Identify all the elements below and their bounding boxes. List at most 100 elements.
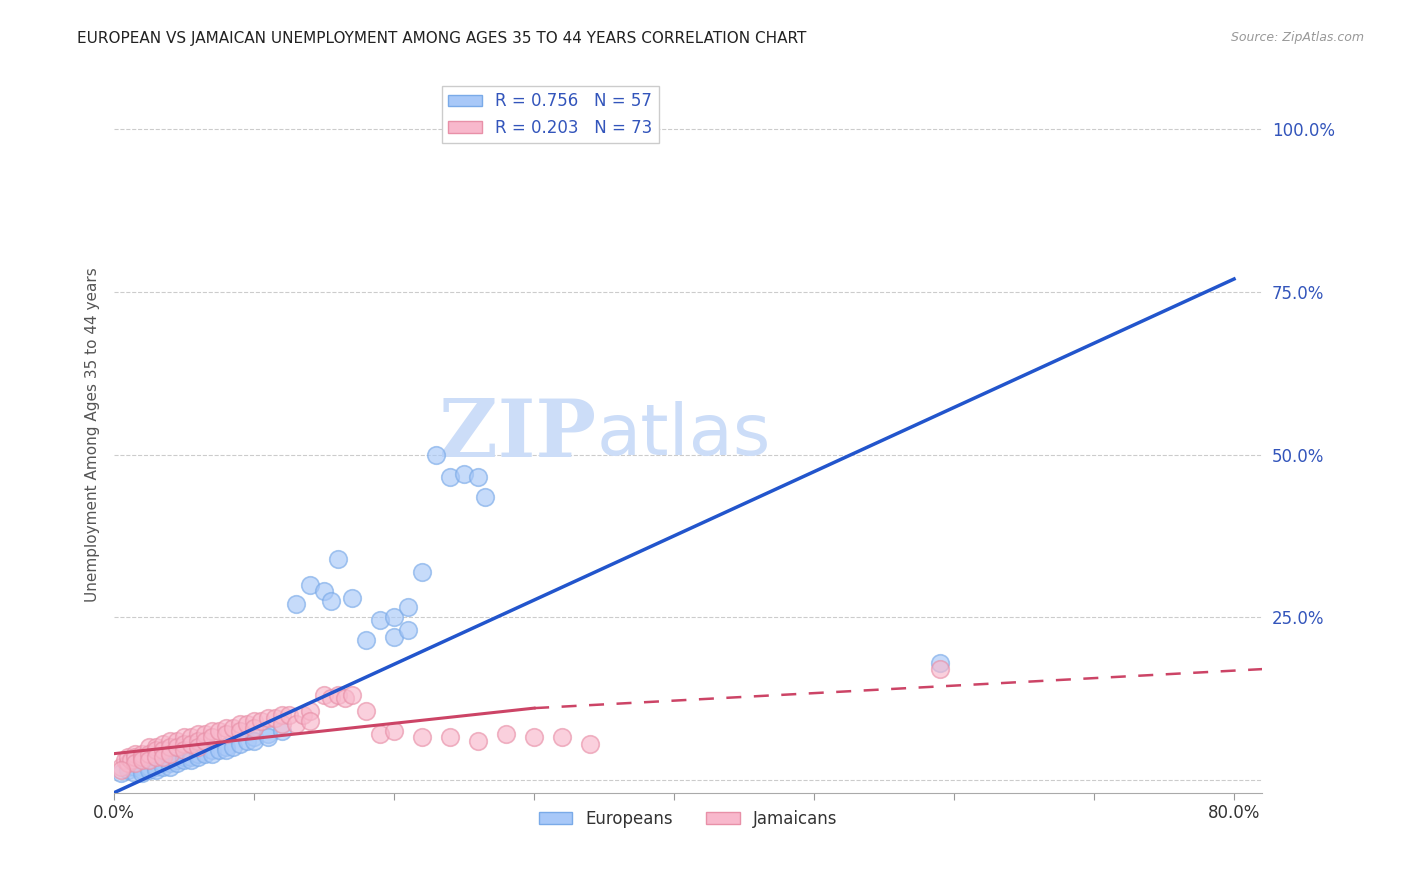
Point	[159, 753, 181, 767]
Point	[579, 737, 602, 751]
Point	[292, 707, 315, 722]
Point	[159, 759, 181, 773]
Point	[138, 753, 160, 767]
Point	[382, 723, 405, 738]
Point	[396, 600, 419, 615]
Point	[173, 737, 195, 751]
Point	[173, 753, 195, 767]
Point	[236, 733, 259, 747]
Text: EUROPEAN VS JAMAICAN UNEMPLOYMENT AMONG AGES 35 TO 44 YEARS CORRELATION CHART: EUROPEAN VS JAMAICAN UNEMPLOYMENT AMONG …	[77, 31, 807, 46]
Point	[110, 766, 132, 780]
Point	[354, 705, 377, 719]
Point	[299, 577, 322, 591]
Point	[299, 714, 322, 728]
Point	[929, 662, 952, 676]
Point	[166, 733, 188, 747]
Point	[215, 740, 238, 755]
Point	[523, 731, 546, 745]
Point	[229, 737, 252, 751]
Point	[173, 750, 195, 764]
Point	[166, 753, 188, 767]
Point	[173, 743, 195, 757]
Point	[929, 656, 952, 670]
Point	[187, 750, 209, 764]
Point	[382, 630, 405, 644]
Point	[222, 721, 245, 735]
Point	[340, 688, 363, 702]
Point	[138, 759, 160, 773]
Point	[396, 623, 419, 637]
Point	[120, 753, 142, 767]
Point	[145, 763, 167, 777]
Point	[314, 688, 336, 702]
Point	[257, 711, 280, 725]
Point	[152, 750, 174, 764]
Point	[328, 551, 350, 566]
Point	[159, 733, 181, 747]
Point	[278, 707, 301, 722]
Point	[201, 747, 224, 761]
Text: ZIP: ZIP	[439, 396, 596, 474]
Point	[159, 740, 181, 755]
Point	[382, 610, 405, 624]
Point	[257, 731, 280, 745]
Point	[264, 711, 287, 725]
Point	[354, 632, 377, 647]
Point	[201, 731, 224, 745]
Point	[236, 717, 259, 731]
Point	[215, 721, 238, 735]
Point	[299, 705, 322, 719]
Point	[110, 763, 132, 777]
Point	[474, 490, 496, 504]
Point	[159, 747, 181, 761]
Point	[187, 747, 209, 761]
Point	[124, 747, 146, 761]
Point	[411, 565, 433, 579]
Point	[187, 733, 209, 747]
Point	[131, 759, 153, 773]
Point	[166, 756, 188, 771]
Point	[114, 753, 136, 767]
Point	[333, 691, 356, 706]
Point	[152, 756, 174, 771]
Point	[243, 721, 266, 735]
Point	[180, 750, 202, 764]
Point	[138, 740, 160, 755]
Point	[208, 743, 231, 757]
Point	[368, 613, 391, 627]
Point	[328, 688, 350, 702]
Point	[467, 733, 489, 747]
Point	[187, 727, 209, 741]
Point	[201, 743, 224, 757]
Point	[152, 737, 174, 751]
Point	[271, 723, 294, 738]
Point	[187, 740, 209, 755]
Point	[152, 759, 174, 773]
Point	[131, 753, 153, 767]
Point	[551, 731, 574, 745]
Point	[194, 747, 217, 761]
Point	[208, 723, 231, 738]
Text: Source: ZipAtlas.com: Source: ZipAtlas.com	[1230, 31, 1364, 45]
Point	[439, 731, 461, 745]
Point	[159, 756, 181, 771]
Point	[131, 750, 153, 764]
Point	[321, 691, 343, 706]
Point	[194, 727, 217, 741]
Point	[222, 740, 245, 755]
Point	[425, 448, 447, 462]
Point	[243, 731, 266, 745]
Point	[285, 597, 308, 611]
Point	[229, 717, 252, 731]
Point	[201, 723, 224, 738]
Point	[194, 733, 217, 747]
Point	[411, 731, 433, 745]
Point	[321, 594, 343, 608]
Point	[145, 750, 167, 764]
Point	[117, 759, 139, 773]
Point	[180, 731, 202, 745]
Point	[243, 714, 266, 728]
Point	[124, 750, 146, 764]
Point	[166, 740, 188, 755]
Point	[271, 707, 294, 722]
